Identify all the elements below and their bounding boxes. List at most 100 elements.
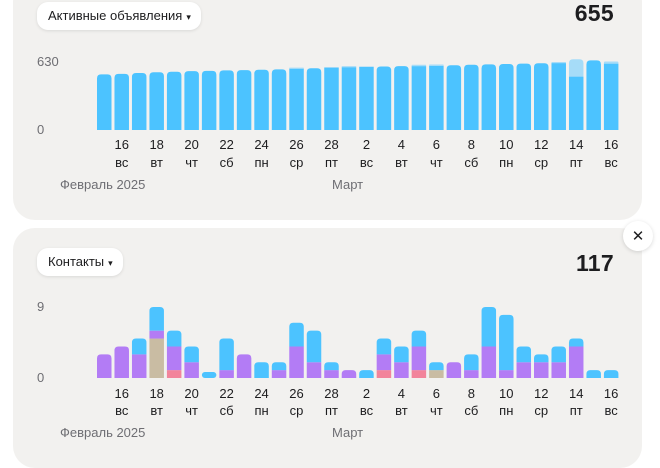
bar-segment	[114, 73, 129, 130]
month-label: Февраль 2025	[60, 177, 145, 192]
x-tick-weekday: пн	[254, 155, 268, 170]
bar-segment	[324, 362, 339, 371]
x-tick-day: 6	[433, 137, 440, 152]
bar-group-day-22	[219, 338, 234, 378]
x-tick-weekday: ср	[534, 403, 548, 418]
x-tick-day: 22	[219, 137, 233, 152]
bar-segment	[219, 370, 234, 378]
bar-group-day-16	[114, 346, 129, 378]
bar-segment	[271, 362, 287, 371]
bar-group-day-11	[516, 63, 532, 130]
bar-group-day-14	[568, 59, 584, 130]
bar-segment	[306, 68, 322, 130]
chevron-down-icon: ▾	[186, 12, 191, 22]
x-tick-day: 2	[363, 386, 370, 401]
bar-group-day-14	[568, 338, 584, 378]
bar-group-day-7	[446, 65, 462, 130]
x-tick-day: 2	[363, 137, 370, 152]
x-tick-day: 28	[324, 386, 338, 401]
x-tick-day: 16	[604, 137, 618, 152]
bar-group-day-9	[481, 64, 497, 130]
bar-segment	[166, 330, 182, 347]
bar-segment	[568, 338, 584, 347]
active-listings-total: 655	[574, 0, 614, 26]
bar-group-day-5	[411, 330, 427, 378]
bar-group-day-11	[516, 346, 532, 378]
bar-segment	[586, 370, 601, 378]
bar-segment	[464, 354, 479, 371]
bar-segment	[166, 346, 182, 371]
bar-group-day-25	[271, 362, 287, 378]
x-tick-weekday: вт	[395, 155, 408, 170]
bar-group-day-21	[201, 70, 217, 130]
x-tick-weekday: ср	[534, 155, 548, 170]
x-tick-weekday: ср	[290, 155, 304, 170]
close-icon: ✕	[631, 228, 645, 245]
bar-segment	[184, 362, 199, 378]
month-label: Март	[332, 177, 363, 192]
bar-segment	[341, 370, 357, 378]
bar-segment	[376, 66, 392, 130]
x-tick-day: 6	[433, 386, 440, 401]
bar-segment	[551, 63, 566, 130]
x-tick-weekday: сб	[464, 403, 478, 418]
x-tick-weekday: чт	[430, 403, 443, 418]
bar-segment	[499, 314, 514, 371]
x-tick-weekday: вс	[605, 403, 619, 418]
bar-segment	[411, 370, 427, 378]
bar-segment	[534, 362, 549, 378]
x-tick-day: 8	[468, 137, 475, 152]
bar-segment	[324, 67, 339, 68]
bar-group-day-3	[376, 66, 392, 130]
x-tick-weekday: пн	[499, 403, 513, 418]
bar-group-day-19	[166, 71, 182, 130]
bar-segment	[376, 338, 392, 355]
x-tick-weekday: вт	[150, 403, 163, 418]
x-tick-weekday: вс	[115, 155, 129, 170]
bar-segment	[464, 64, 479, 130]
x-tick-weekday: пт	[325, 155, 338, 170]
contacts-total: 117	[575, 250, 614, 276]
bar-group-day-24	[254, 362, 269, 378]
bar-segment	[114, 346, 129, 378]
bar-group-day-16	[603, 370, 619, 378]
bar-group-day-4	[394, 66, 409, 130]
bar-segment	[236, 70, 252, 130]
month-label: Февраль 2025	[60, 425, 145, 440]
bar-segment	[411, 330, 427, 347]
x-tick-weekday: вс	[115, 403, 129, 418]
bar-segment	[271, 370, 287, 378]
bar-segment	[359, 370, 374, 378]
bar-empty-stub	[201, 372, 217, 378]
contacts-filter-dropdown[interactable]: Контакты ▾	[37, 248, 123, 276]
x-tick-day: 16	[604, 386, 618, 401]
bar-segment	[359, 66, 374, 67]
bar-segment	[254, 362, 269, 378]
bar-group-day-8	[464, 64, 479, 130]
bar-segment	[464, 370, 479, 378]
bar-segment	[411, 66, 427, 130]
bar-segment	[394, 362, 409, 378]
x-tick-weekday: вс	[360, 155, 374, 170]
bar-segment	[551, 62, 566, 64]
bar-segment	[551, 362, 566, 378]
bar-segment	[289, 322, 304, 347]
x-tick-weekday: сб	[220, 403, 234, 418]
bar-segment	[289, 68, 304, 130]
y-tick-label: 0	[37, 370, 44, 385]
bar-segment	[411, 64, 427, 67]
x-tick-day: 14	[569, 137, 583, 152]
month-label: Март	[332, 425, 363, 440]
bar-segment	[149, 330, 164, 339]
bar-group-day-16	[114, 73, 129, 130]
bar-segment	[429, 370, 444, 378]
x-tick-weekday: пн	[254, 403, 268, 418]
bar-group-day-5	[411, 64, 427, 130]
bar-group-day-28	[324, 67, 339, 130]
bar-group-day-25	[271, 69, 287, 130]
bar-segment	[446, 65, 462, 130]
close-button[interactable]: ✕	[623, 221, 653, 251]
contacts-card: Контакты ▾ 117 9 0 16 вс 18 вт 20 чт 22 сб 24 пн 26 с…	[13, 228, 642, 468]
active-listings-filter-dropdown[interactable]: Активные объявления ▾	[37, 2, 201, 30]
x-tick-day: 8	[468, 386, 475, 401]
